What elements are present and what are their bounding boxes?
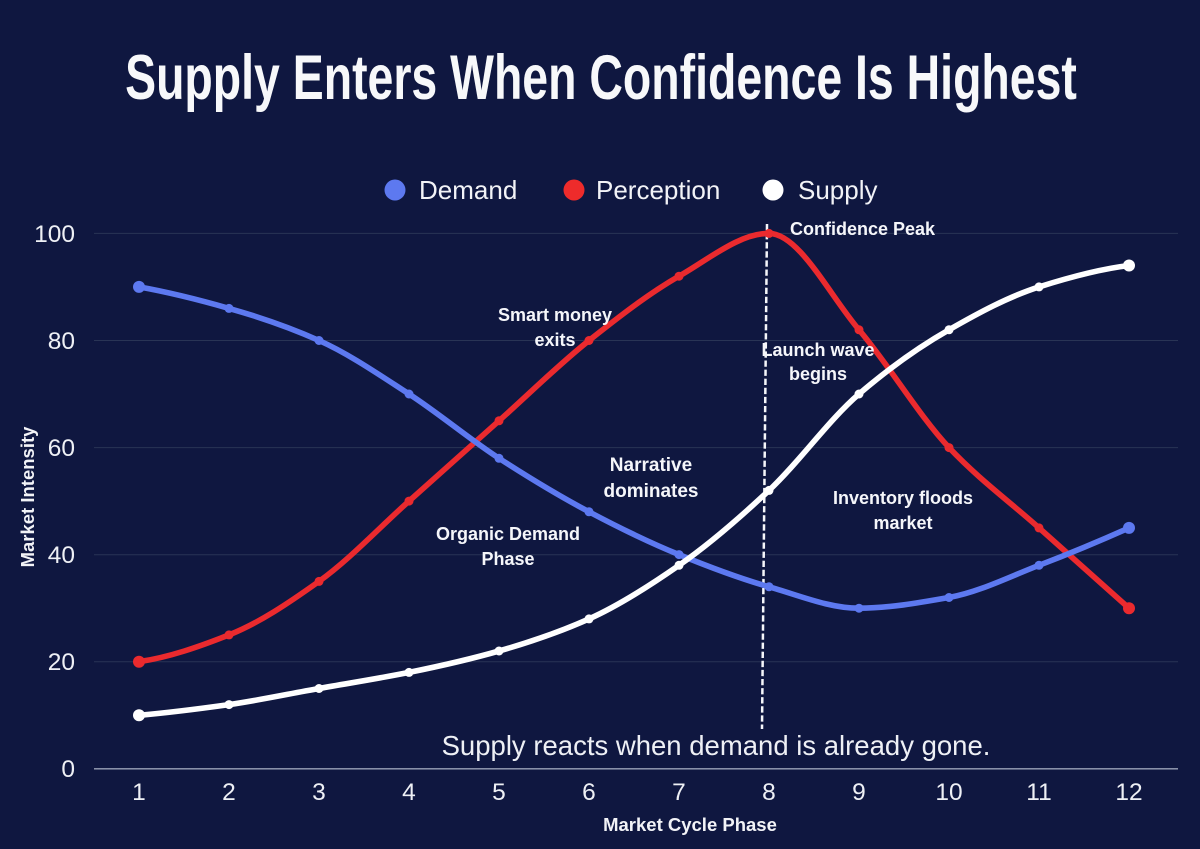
svg-text:20: 20 <box>48 649 75 676</box>
svg-text:dominates: dominates <box>603 481 698 502</box>
svg-text:Perception: Perception <box>596 175 720 205</box>
svg-text:3: 3 <box>312 779 326 806</box>
svg-text:6: 6 <box>582 779 596 806</box>
svg-text:exits: exits <box>534 330 575 350</box>
svg-text:begins: begins <box>789 364 847 384</box>
svg-text:7: 7 <box>672 779 686 806</box>
svg-text:0: 0 <box>61 756 75 783</box>
svg-text:5: 5 <box>492 779 506 806</box>
svg-text:9: 9 <box>852 779 866 806</box>
svg-text:Market Intensity: Market Intensity <box>17 426 38 568</box>
svg-text:Inventory floods: Inventory floods <box>833 488 973 508</box>
svg-text:Demand: Demand <box>419 175 517 205</box>
svg-text:market: market <box>873 513 932 533</box>
svg-text:Smart money: Smart money <box>498 305 612 325</box>
svg-text:Supply Enters When Confidence: Supply Enters When Confidence Is Highest <box>125 42 1077 113</box>
svg-text:11: 11 <box>1026 779 1051 806</box>
svg-text:Supply: Supply <box>798 175 878 205</box>
svg-text:10: 10 <box>935 779 962 806</box>
svg-text:4: 4 <box>402 779 416 806</box>
svg-text:60: 60 <box>48 435 75 462</box>
svg-text:1: 1 <box>132 779 146 806</box>
svg-text:Market Cycle Phase: Market Cycle Phase <box>603 814 777 835</box>
svg-text:Narrative: Narrative <box>610 455 692 476</box>
svg-text:40: 40 <box>48 542 75 569</box>
svg-text:80: 80 <box>48 328 75 355</box>
svg-text:Launch wave: Launch wave <box>761 340 874 360</box>
svg-text:Supply reacts when demand is a: Supply reacts when demand is already gon… <box>442 730 991 761</box>
svg-text:Organic Demand: Organic Demand <box>436 524 580 544</box>
svg-text:Phase: Phase <box>481 549 534 569</box>
svg-text:Confidence Peak: Confidence Peak <box>790 219 936 239</box>
svg-text:12: 12 <box>1115 779 1142 806</box>
svg-text:8: 8 <box>762 779 776 806</box>
svg-text:100: 100 <box>34 221 75 248</box>
svg-text:2: 2 <box>222 779 236 806</box>
